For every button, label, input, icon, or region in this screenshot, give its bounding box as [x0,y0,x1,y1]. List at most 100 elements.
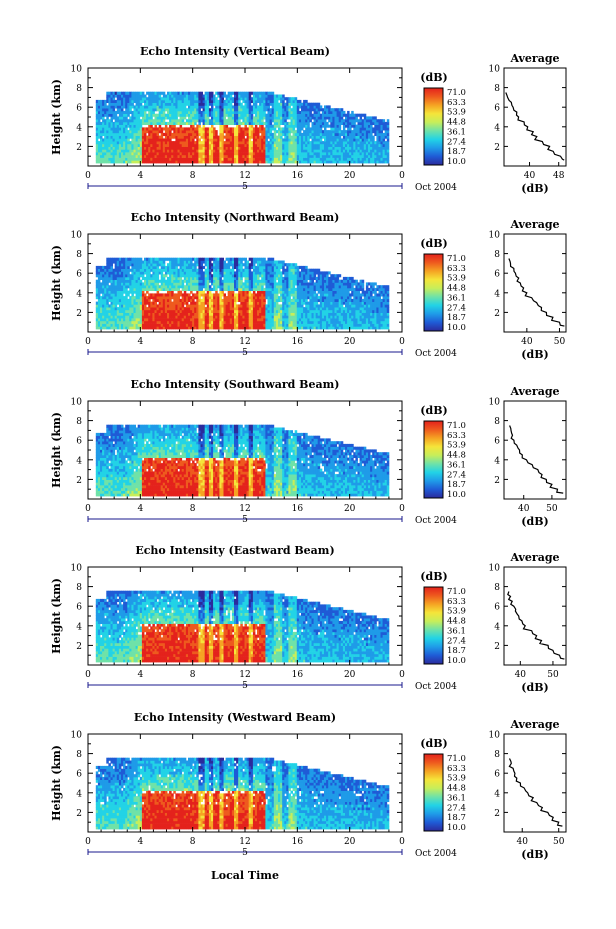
heatmap-cell [118,127,122,131]
heatmap-cell [112,157,116,161]
heatmap-cell [215,132,218,136]
heatmap-cell [129,105,132,109]
heatmap-cell [229,102,233,106]
heatmap-cell [118,113,122,117]
heatmap-cell [386,121,390,125]
heatmap-cell [154,124,157,128]
heatmap-cell [108,130,111,134]
heatmap-cell [116,152,120,156]
heatmap-cell [100,154,103,158]
x-tick-label: 8 [190,171,196,181]
heatmap-cell [104,127,107,131]
heatmap-cell [121,91,124,95]
heatmap-cell [144,132,147,136]
heatmap-cell [127,124,130,128]
heatmap-cell [309,110,312,114]
heatmap-cell [102,113,105,117]
heatmap-cell [104,143,107,147]
heatmap-cell [116,132,120,136]
heatmap-cell [129,124,132,128]
heatmap-cell [108,152,111,156]
heatmap-cell [116,94,120,98]
heatmap-cell [106,97,109,101]
heatmap-cell [110,102,113,106]
heatmap-cell [125,121,128,125]
heatmap-cell [102,132,105,136]
heatmap-cell [118,108,122,112]
heatmap-cell [127,143,130,147]
heatmap-cell [194,121,197,125]
heatmap-cell [183,290,187,294]
heatmap-cell [104,138,107,142]
heatmap-cell [95,138,99,142]
heatmap-cell [386,152,390,156]
heatmap-cell [123,132,126,136]
average-profile-line [505,92,565,161]
heatmap-cell [106,141,109,145]
heatmap-cell [127,99,130,103]
heatmap-cell [185,301,189,305]
heatmap-cell [129,143,132,147]
heatmap-cell [137,116,141,120]
heatmap-cell [386,154,390,158]
heatmap-cell [97,143,101,147]
heatmap-cell [102,143,105,147]
heatmap-cell [240,276,243,280]
heatmap-cell [288,105,291,109]
heatmap-cell [144,304,147,308]
heatmap-cell [123,154,126,158]
heatmap-cell [118,146,122,150]
average-title: Average [509,52,559,65]
colorbar-unit: (dB) [420,71,447,84]
heatmap-cell [269,121,273,125]
heatmap-cell [127,110,130,114]
heatmap-cell [238,99,241,103]
heatmap-cell [144,110,147,114]
heatmap-cell [118,99,122,103]
heatmap-cell [307,121,310,125]
heatmap-cell [97,119,101,123]
heatmap-cell [131,113,134,117]
heatmap-cell [261,124,264,128]
heatmap-cell [171,290,174,294]
y-tick-label: 10 [71,65,83,75]
heatmap-cell [110,121,113,125]
heatmap-cell [100,160,103,164]
heatmap-cell [95,132,99,136]
heatmap-cell [118,160,122,164]
colorbar-tick-label: 36.1 [447,127,466,137]
heatmap-cell [112,160,116,164]
heatmap-cell [338,127,342,131]
heatmap-cell [95,113,99,117]
heatmap-cell [118,102,122,106]
heatmap-cell [328,105,331,109]
heatmap-cell [114,157,118,161]
heatmap-cell [152,110,155,114]
heatmap-cell [127,146,130,150]
heatmap-cell [179,290,183,294]
heatmap-cell [254,102,258,106]
heatmap-cell [114,105,118,109]
heatmap-cells [95,257,390,330]
heatmap-cell [95,127,99,131]
heatmap-cell [100,138,103,142]
heatmap-cell [123,130,126,134]
heatmap-cell [231,290,235,294]
heatmap-cell [127,152,130,156]
heatmap-cell [108,135,111,139]
heatmap-cell [131,121,134,125]
heatmap-cell [123,102,126,106]
heatmap-cell [125,116,128,120]
heatmap-cell [125,141,128,145]
heatmap-cell [144,94,147,98]
heatmap-cell [288,132,291,136]
heatmap-cell [102,108,105,112]
heatmap-cell [114,160,118,164]
heatmap-cell [110,108,113,112]
heatmap-cell [114,99,118,103]
heatmap-cell [97,135,101,139]
heatmap-cell [100,127,103,131]
heatmap-cell [104,108,107,112]
heatmap-cell [211,124,214,128]
heatmap-cell [248,94,252,98]
